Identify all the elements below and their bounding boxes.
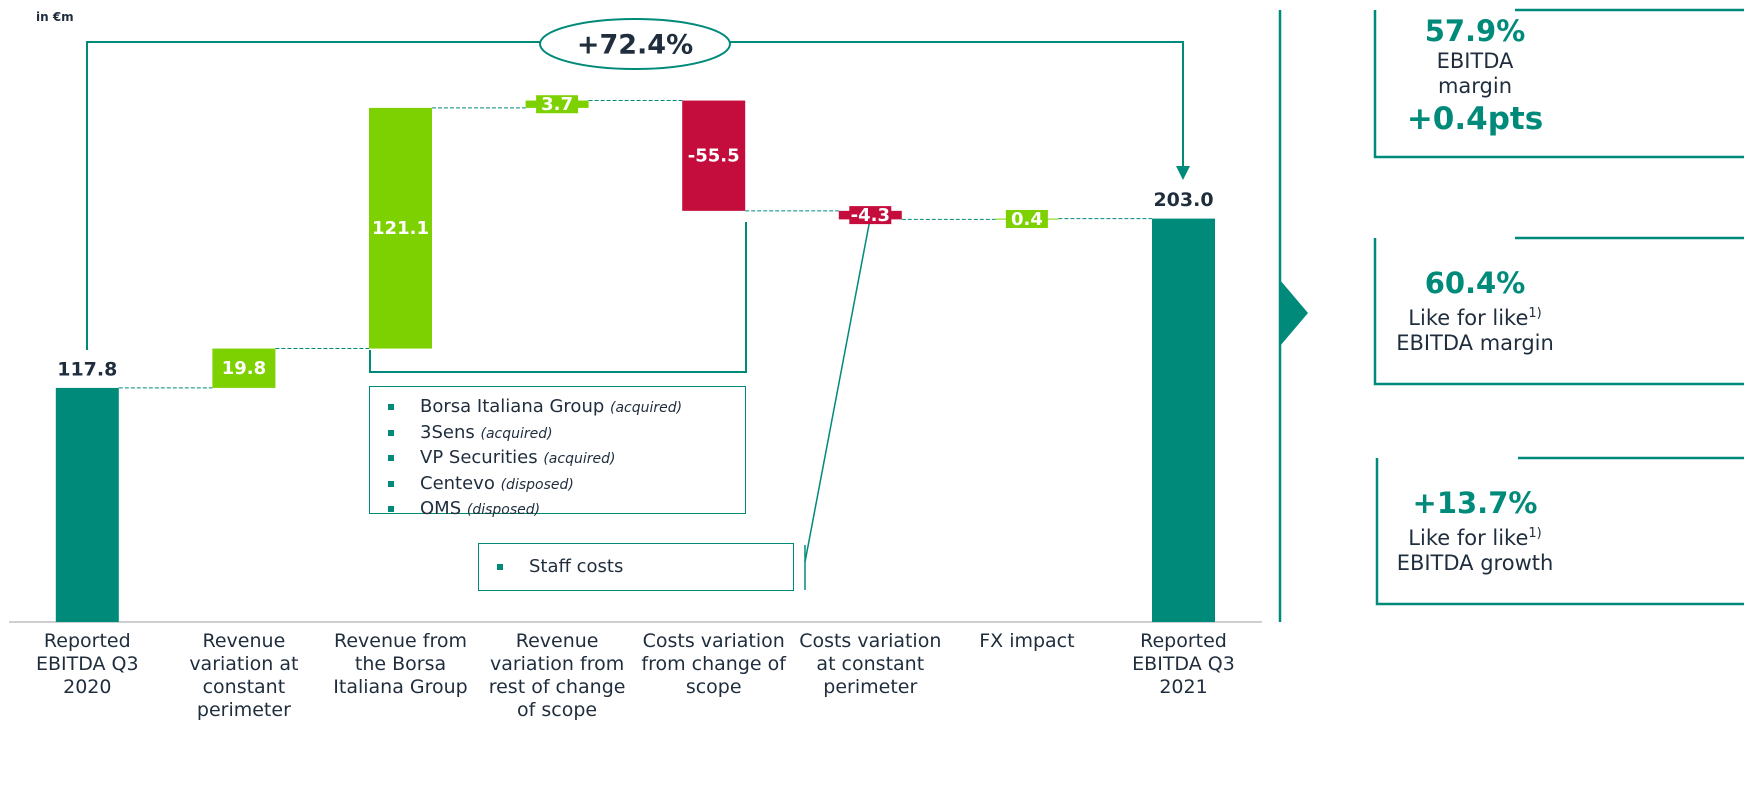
callout-item: Borsa Italiana Group (acquired) <box>370 395 745 421</box>
x-tick-label: Costs variation at constant perimeter <box>799 630 942 698</box>
x-tick-label: Revenue variation from rest of change of… <box>488 630 626 721</box>
footnote: 1) <box>1528 306 1542 321</box>
kpi-label: Like for like1) <box>1375 301 1575 331</box>
callout-item: VP Securities (acquired) <box>370 446 745 472</box>
bar <box>212 348 276 388</box>
growth-bracket <box>86 41 1184 350</box>
data-label: 0.4 <box>1011 209 1043 230</box>
label-box <box>1005 209 1048 228</box>
data-label: -4.3 <box>851 205 890 226</box>
item-note: (acquired) <box>543 451 616 467</box>
x-tick-label: FX impact <box>979 630 1075 652</box>
callout-item: Staff costs <box>479 555 793 579</box>
data-label: 121.1 <box>372 218 429 239</box>
unit-label: in €m <box>36 10 74 24</box>
kpi: 60.4% Like for like1) EBITDA margin <box>1375 266 1575 356</box>
item-note: (acquired) <box>610 400 683 416</box>
kpi-label-text: Like for like <box>1408 306 1529 330</box>
item-name: OMS <box>420 498 462 519</box>
callout: Borsa Italiana Group (acquired) 3Sens (ac… <box>369 386 746 519</box>
item-name: VP Securities <box>420 447 538 468</box>
kpi-frames <box>1373 8 1744 606</box>
kpi-label-text: Like for like <box>1408 526 1529 550</box>
scope-bracket <box>369 222 747 373</box>
item-note: (disposed) <box>466 502 541 518</box>
x-tick-label: Revenue from the Borsa Italiana Group <box>333 630 468 698</box>
kpi-label: EBITDA <box>1436 49 1514 73</box>
item-name: Centevo <box>420 472 495 494</box>
bar <box>55 387 119 622</box>
x-tick-label: Costs variation from change of scope <box>641 630 786 698</box>
data-label: 19.8 <box>222 358 266 379</box>
arrow-head <box>1176 166 1190 180</box>
label-box <box>849 206 892 225</box>
annotation: +72.4% <box>577 30 693 61</box>
data-label: 117.8 <box>57 358 117 380</box>
divider-arrow <box>1280 280 1308 346</box>
label-box <box>536 95 579 114</box>
bar <box>369 107 432 349</box>
kpi-label: margin <box>1437 74 1513 98</box>
kpi-label: EBITDA margin <box>1396 331 1554 355</box>
data-label: 203.0 <box>1153 189 1213 211</box>
kpi: +13.7% Like for like1) EBITDA growth <box>1375 486 1575 576</box>
kpi: 57.9% EBITDA margin +0.4pts <box>1375 14 1575 139</box>
kpi-change: +0.4pts <box>1406 101 1544 137</box>
x-tick-label: Revenue variation at constant perimeter <box>189 630 299 721</box>
callout-list: Staff costs <box>479 555 793 579</box>
item-name: Borsa Italiana Group <box>420 396 605 417</box>
item-note: (disposed) <box>500 476 574 493</box>
kpi-value: 60.4% <box>1424 266 1526 300</box>
kpi-label: Like for like1) <box>1375 521 1575 551</box>
data-label: -55.5 <box>688 146 740 167</box>
item-name: Staff costs <box>529 556 624 577</box>
data-label: 3.7 <box>541 94 573 115</box>
footnote: 1) <box>1528 526 1542 541</box>
bar <box>682 100 746 211</box>
callout-item: OMS (disposed) <box>370 497 745 523</box>
item-name: 3Sens <box>420 421 475 443</box>
x-tick-label: Reported EBITDA Q3 2020 <box>35 630 139 698</box>
item-note: (acquired) <box>480 425 553 442</box>
annotation-ellipse <box>539 18 731 70</box>
callout-list: Borsa Italiana Group (acquired) 3Sens (ac… <box>370 395 745 523</box>
x-tick-label: Reported EBITDA Q3 2021 <box>1132 630 1235 698</box>
pointer-line <box>804 213 872 563</box>
callout: Staff costs <box>478 543 794 591</box>
kpi-value: 57.9% <box>1424 14 1526 48</box>
bar <box>1152 218 1215 623</box>
kpi-value: +13.7% <box>1412 486 1538 520</box>
callout-item: Centevo (disposed) <box>370 472 745 498</box>
kpi-label: EBITDA growth <box>1396 551 1554 575</box>
callout-item: 3Sens (acquired) <box>370 421 745 447</box>
